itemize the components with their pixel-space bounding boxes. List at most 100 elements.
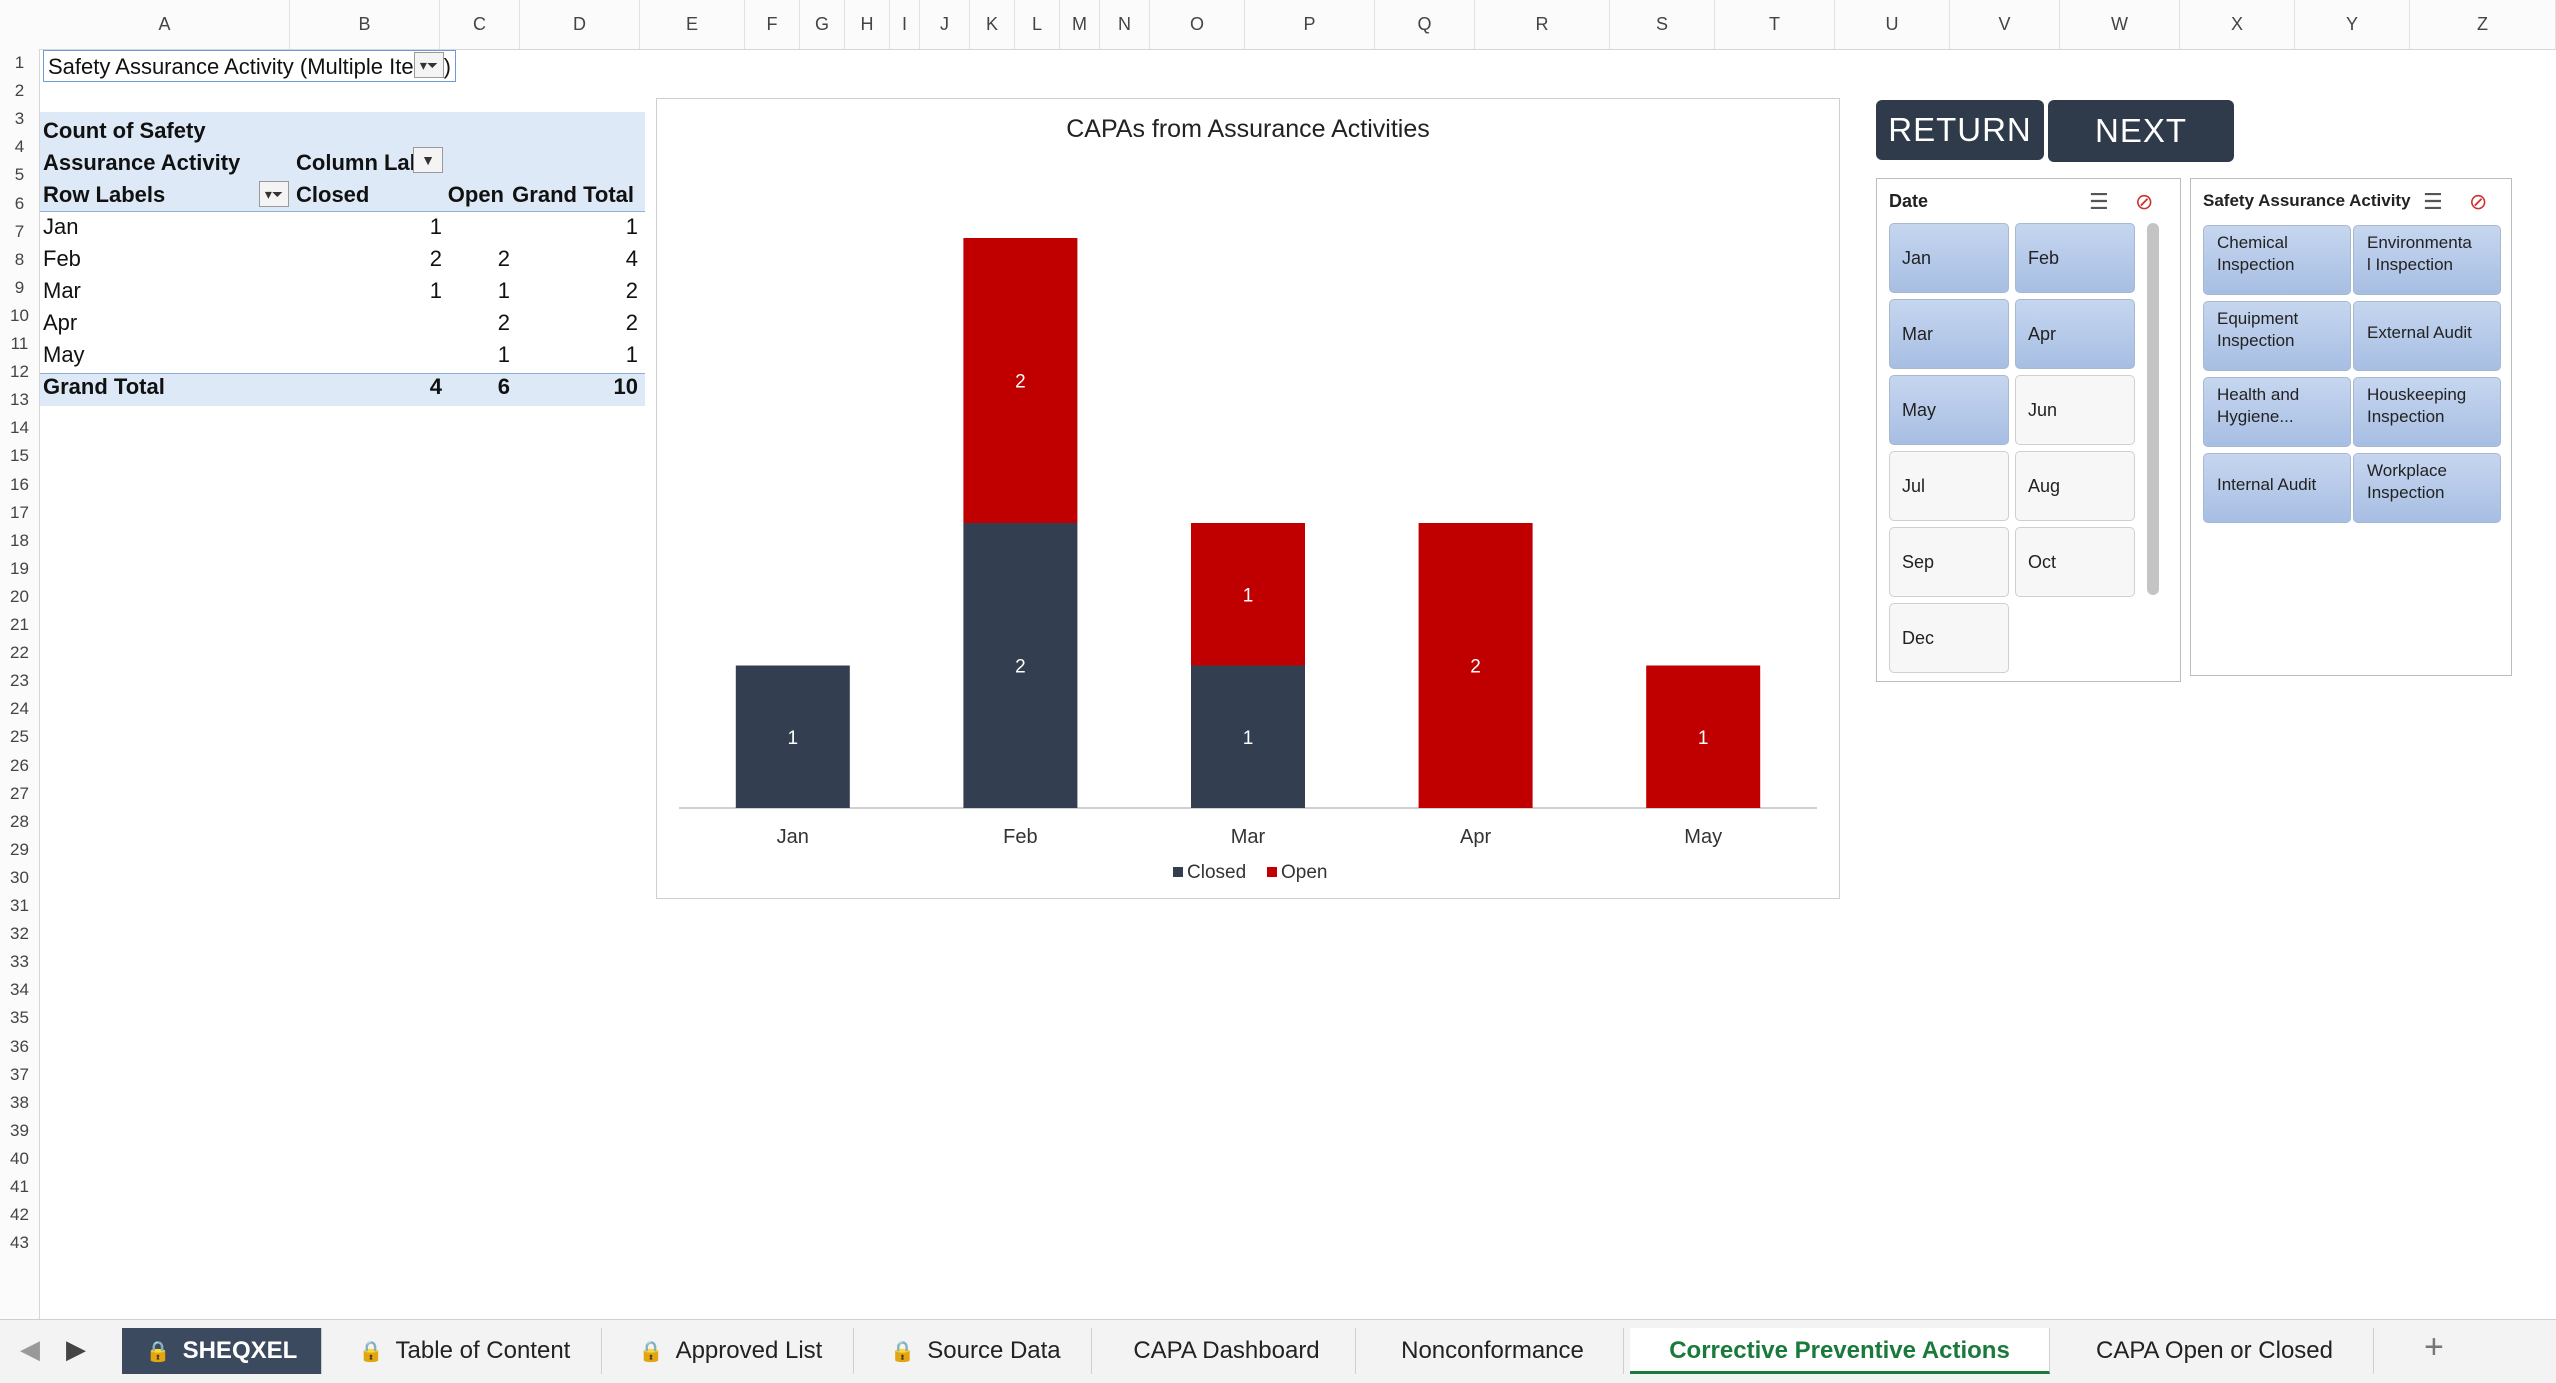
row-header[interactable]: 9 xyxy=(14,277,25,297)
report-filter-cell[interactable]: Safety Assurance Activity (Multiple Ite) xyxy=(43,50,456,82)
row-header[interactable]: 35 xyxy=(10,1008,29,1028)
column-header[interactable]: W xyxy=(2060,0,2180,49)
row-header[interactable]: 32 xyxy=(10,924,29,944)
row-header[interactable]: 10 xyxy=(10,305,29,325)
row-header[interactable]: 17 xyxy=(10,502,29,522)
row-header[interactable]: 24 xyxy=(10,699,29,719)
column-header[interactable]: T xyxy=(1715,0,1835,49)
row-header[interactable]: 13 xyxy=(10,390,29,410)
row-header[interactable]: 1 xyxy=(14,53,25,72)
column-header[interactable]: Z xyxy=(2410,0,2556,49)
row-header[interactable]: 38 xyxy=(10,1092,29,1112)
column-header[interactable]: K xyxy=(970,0,1015,49)
column-header[interactable]: B xyxy=(290,0,440,49)
row-header[interactable]: 40 xyxy=(10,1148,29,1168)
row-header[interactable]: 31 xyxy=(10,896,29,915)
activity-slicer-item[interactable]: Health and Hygiene... xyxy=(2203,377,2351,447)
column-header[interactable]: H xyxy=(845,0,890,49)
sheet-tab[interactable]: 🔒 Approved List xyxy=(608,1328,854,1374)
date-slicer-item[interactable]: Jun xyxy=(2015,375,2135,445)
column-header[interactable]: A xyxy=(40,0,290,49)
row-labels-filter-icon[interactable]: ▾⏷ xyxy=(259,181,289,207)
add-sheet-button[interactable]: + xyxy=(2424,1328,2444,1366)
row-header[interactable]: 20 xyxy=(10,586,29,606)
row-header[interactable]: 27 xyxy=(10,783,29,803)
row-header[interactable]: 14 xyxy=(10,418,29,438)
row-header[interactable]: 3 xyxy=(14,109,25,129)
row-header[interactable]: 41 xyxy=(10,1177,29,1196)
row-header[interactable]: 28 xyxy=(10,811,29,831)
column-header[interactable]: M xyxy=(1060,0,1100,49)
date-slicer-scrollbar[interactable] xyxy=(2147,223,2159,595)
report-filter-dropdown-icon[interactable]: ▾⏷ xyxy=(414,52,444,78)
column-header[interactable]: V xyxy=(1950,0,2060,49)
row-header[interactable]: 18 xyxy=(10,530,29,550)
column-header[interactable]: D xyxy=(520,0,640,49)
sheet-tab[interactable]: Corrective Preventive Actions xyxy=(1630,1328,2050,1374)
sheet-tab[interactable]: Nonconformance xyxy=(1362,1328,1624,1374)
date-slicer-item[interactable]: Aug xyxy=(2015,451,2135,521)
row-header[interactable]: 19 xyxy=(10,558,29,578)
clear-filter-icon[interactable]: ⊘ xyxy=(2469,189,2488,214)
row-header[interactable]: 42 xyxy=(10,1205,29,1225)
next-button[interactable]: NEXT xyxy=(2048,100,2234,162)
column-header[interactable]: G xyxy=(800,0,845,49)
date-slicer-item[interactable]: May xyxy=(1889,375,2009,445)
row-header[interactable]: 11 xyxy=(10,334,29,353)
row-header[interactable]: 7 xyxy=(14,221,25,241)
bar-closed-jan[interactable] xyxy=(735,665,850,809)
date-slicer-item[interactable]: Feb xyxy=(2015,223,2135,293)
bar-open-may[interactable] xyxy=(1646,665,1761,809)
column-header[interactable]: L xyxy=(1015,0,1060,49)
activity-slicer[interactable]: Safety Assurance Activity ☰ ⊘ Chemical In… xyxy=(2190,178,2512,676)
sheet-tab[interactable]: CAPA Open or Closed xyxy=(2056,1328,2374,1374)
row-header[interactable]: 6 xyxy=(14,193,25,213)
row-header[interactable]: 4 xyxy=(14,137,25,157)
sheet-tab[interactable]: CAPA Dashboard xyxy=(1098,1328,1356,1374)
clear-filter-icon[interactable]: ⊘ xyxy=(2135,189,2154,214)
return-button[interactable]: RETURN xyxy=(1876,100,2044,160)
tab-scroll-left-icon[interactable]: ◀ xyxy=(20,1334,40,1364)
row-header[interactable]: 29 xyxy=(10,839,29,859)
date-slicer-item[interactable]: Dec xyxy=(1889,603,2009,673)
row-header[interactable]: 33 xyxy=(10,952,29,972)
activity-slicer-item[interactable]: External Audit xyxy=(2353,301,2501,371)
row-header[interactable]: 34 xyxy=(10,980,29,1000)
activity-slicer-item[interactable]: Equipment Inspection xyxy=(2203,301,2351,371)
row-header[interactable]: 25 xyxy=(10,727,29,747)
sheet-tab[interactable]: 🔒 Table of Content xyxy=(328,1328,602,1374)
column-header[interactable]: C xyxy=(440,0,520,49)
row-header[interactable]: 26 xyxy=(10,755,29,775)
row-header[interactable]: 15 xyxy=(10,446,29,466)
row-header[interactable]: 37 xyxy=(10,1064,29,1084)
activity-slicer-item[interactable]: Workplace Inspection xyxy=(2353,453,2501,523)
activity-slicer-item[interactable]: Chemical Inspection xyxy=(2203,225,2351,295)
bar-closed-feb[interactable] xyxy=(963,523,1078,808)
date-slicer-item[interactable]: Jan xyxy=(1889,223,2009,293)
activity-slicer-item[interactable]: Houskeeping Inspection xyxy=(2353,377,2501,447)
bar-open-feb[interactable] xyxy=(963,238,1078,523)
row-header[interactable]: 39 xyxy=(10,1120,29,1140)
bar-open-mar[interactable] xyxy=(1191,523,1305,666)
column-labels-dropdown-icon[interactable]: ▼ xyxy=(413,147,443,173)
date-slicer-item[interactable]: Mar xyxy=(1889,299,2009,369)
date-slicer-item[interactable]: Apr xyxy=(2015,299,2135,369)
date-slicer[interactable]: Date ☰ ⊘ Jan Feb Mar Apr May Jun Jul Aug Sep Oct D… xyxy=(1876,178,2181,682)
bar-open-apr[interactable] xyxy=(1418,523,1533,808)
row-header[interactable]: 22 xyxy=(10,643,29,663)
column-header[interactable]: U xyxy=(1835,0,1950,49)
date-slicer-item[interactable]: Sep xyxy=(1889,527,2009,597)
date-slicer-item[interactable]: Oct xyxy=(2015,527,2135,597)
row-header[interactable]: 21 xyxy=(10,615,29,634)
column-header[interactable]: E xyxy=(640,0,745,49)
column-header[interactable]: J xyxy=(920,0,970,49)
column-header[interactable]: Y xyxy=(2295,0,2410,49)
column-header[interactable]: I xyxy=(890,0,920,49)
multi-select-icon[interactable]: ☰ xyxy=(2089,189,2109,214)
row-header[interactable]: 12 xyxy=(10,362,29,382)
column-header[interactable]: S xyxy=(1610,0,1715,49)
sheet-tab[interactable]: 🔒 Source Data xyxy=(860,1328,1092,1374)
row-header[interactable]: 43 xyxy=(10,1233,29,1253)
activity-slicer-item[interactable]: Internal Audit xyxy=(2203,453,2351,523)
sheet-tab[interactable]: 🔒 SHEQXEL xyxy=(122,1328,322,1374)
